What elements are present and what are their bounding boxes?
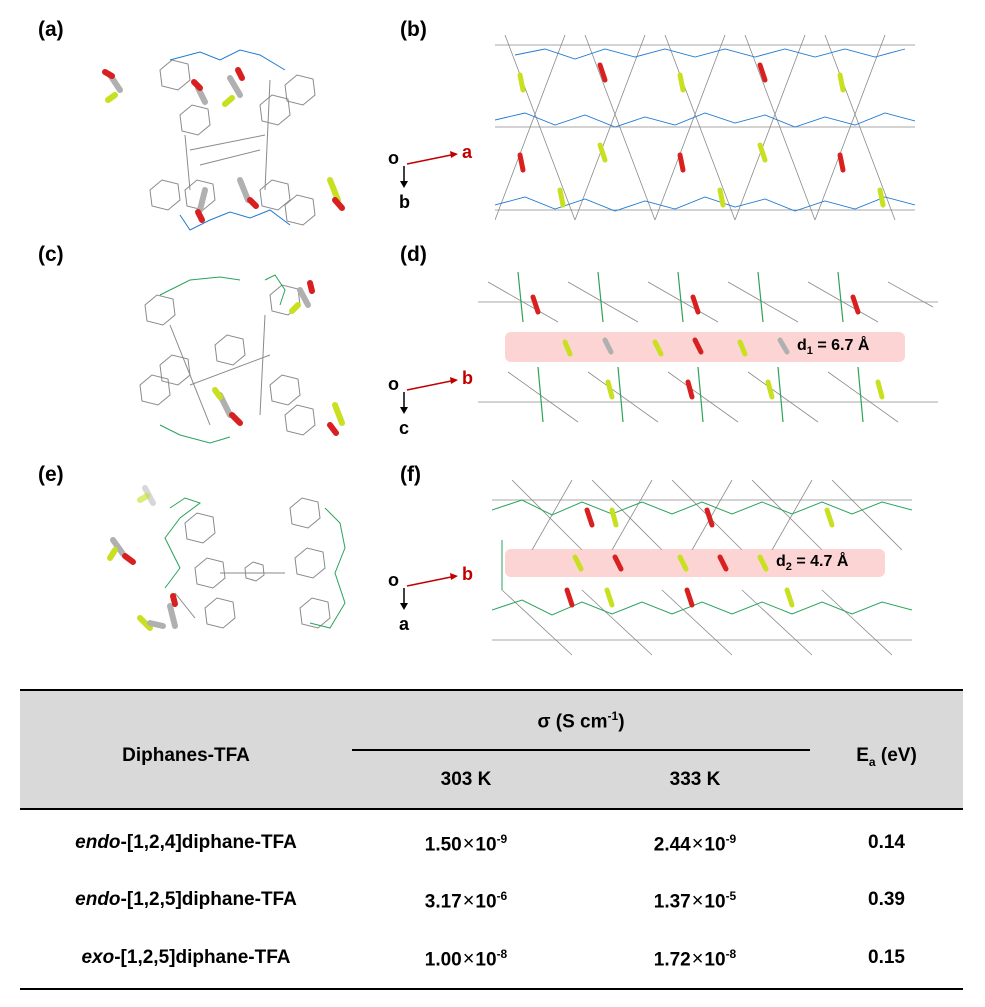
table-row-1-sigma-303: 1.50×10-9 [424, 832, 508, 856]
axes-f: o b a [386, 564, 476, 636]
sigma-span-rule [352, 749, 810, 751]
panel-label-c: (c) [38, 243, 64, 266]
table-row-1-sigma-333: 2.44×10-9 [653, 832, 737, 856]
distance-band-d1 [505, 332, 905, 362]
axis-x-label: b [462, 564, 473, 584]
table-row-3-sigma-333: 1.72×10-8 [653, 947, 737, 971]
panel-f-anions [572, 554, 769, 572]
table-row-2-compound: endo-[1,2,5]diphane-TFA [75, 889, 297, 910]
panel-label-a: (a) [38, 18, 64, 41]
panel-e-structure [107, 485, 346, 631]
header-compound: Diphanes-TFA [122, 745, 250, 766]
panel-d-anions [562, 337, 790, 357]
axis-x-label: a [462, 142, 473, 162]
table-row-3-ea: 0.15 [868, 947, 905, 968]
distance-band-d2 [505, 549, 885, 577]
panel-label-f: (f) [400, 463, 421, 486]
table-header-rule [20, 808, 963, 810]
table-row-2-sigma-303: 3.17×10-6 [424, 889, 508, 913]
panel-label-e: (e) [38, 463, 64, 486]
axis-y-label: c [399, 418, 410, 438]
axis-origin-label: o [388, 374, 399, 394]
header-sigma: σ (S cm-1) [537, 709, 625, 733]
panel-c-structure [139, 274, 345, 444]
axis-y-label: a [399, 614, 410, 634]
panel-label-d: (d) [400, 243, 427, 266]
header-ea: Ea (eV) [856, 745, 917, 769]
header-333k: 333 K [669, 769, 721, 790]
panel-a-structure [102, 49, 345, 231]
panel-b-packing [495, 35, 915, 220]
axis-x-label: b [462, 368, 473, 388]
table-row-3-sigma-303: 1.00×10-8 [424, 947, 508, 971]
panel-label-b: (b) [400, 18, 427, 41]
axis-y-label: b [399, 192, 410, 212]
axes-d: o b c [386, 368, 476, 440]
distance-label-d1: d1 = 6.7 Å [797, 337, 870, 358]
table-row-2-sigma-333: 1.37×10-5 [653, 889, 737, 913]
table-row-3-compound: exo-[1,2,5]diphane-TFA [81, 947, 291, 968]
axis-origin-label: o [388, 148, 399, 168]
table-top-rule [20, 689, 963, 691]
table-row-2-ea: 0.39 [868, 889, 905, 910]
conductivity-table: Diphanes-TFA σ (S cm-1) 303 K 333 K Ea (… [20, 689, 963, 991]
axes-b: o a b [386, 142, 476, 214]
axis-origin-label: o [388, 570, 399, 590]
distance-label-d2: d2 = 4.7 Å [776, 553, 849, 574]
header-303k: 303 K [440, 769, 492, 790]
panel-f-packing [492, 480, 912, 656]
table-bottom-rule [20, 988, 963, 990]
table-row-1-compound: endo-[1,2,4]diphane-TFA [75, 832, 297, 853]
table-row-1-ea: 0.14 [868, 832, 905, 853]
panel-d-packing [478, 271, 938, 423]
